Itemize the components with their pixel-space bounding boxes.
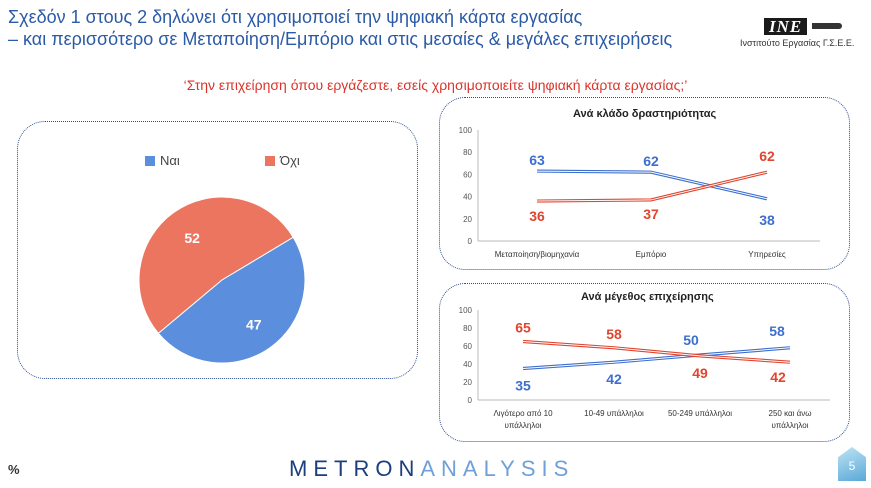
sector-chart-series-highlight-no bbox=[536, 171, 768, 202]
sector-chart-series-line-no bbox=[536, 170, 768, 203]
sector-chart-data-label-yes-2: 38 bbox=[759, 212, 775, 228]
size-chart-data-label-yes-1: 42 bbox=[606, 371, 622, 387]
ine-logo-caption: Ινστιτούτο Εργασίας Γ.Σ.Ε.Ε. bbox=[740, 38, 855, 48]
pie-slice-no bbox=[138, 196, 294, 335]
size-chart-ytick-5: 100 bbox=[459, 306, 473, 315]
sector-chart-category-label-1: Εμπόριο bbox=[636, 250, 667, 259]
size-chart-category-label-2: 50-249 υπάλληλοι bbox=[668, 409, 732, 418]
sector-chart-ytick-4: 80 bbox=[463, 148, 472, 157]
page-number-badge: 5 bbox=[838, 447, 866, 481]
sector-chart-panel bbox=[439, 97, 850, 270]
sector-chart-data-label-no-0: 36 bbox=[529, 208, 545, 224]
page-number: 5 bbox=[848, 459, 856, 473]
brand-part-2: ANALYSIS bbox=[420, 456, 575, 481]
size-chart-data-label-yes-0: 35 bbox=[515, 378, 531, 394]
sector-chart-ytick-2: 40 bbox=[463, 193, 472, 202]
size-chart-ytick-4: 80 bbox=[463, 324, 472, 333]
size-chart-category-label-0-line-1: υπάλληλοι bbox=[505, 421, 542, 430]
size-chart-series-highlight-yes bbox=[522, 347, 791, 369]
ine-logo-mark: INE bbox=[764, 18, 808, 35]
metron-analysis-logo: METRONANALYSIS bbox=[289, 456, 574, 482]
legend-swatch-yes bbox=[145, 155, 155, 166]
legend-item-yes: Ναι bbox=[145, 153, 180, 168]
brand-part-1: METRON bbox=[289, 456, 421, 481]
slide-title: Σχεδόν 1 στους 2 δηλώνει ότι χρησιμοποιε… bbox=[8, 6, 728, 50]
size-chart-data-label-no-1: 58 bbox=[606, 326, 622, 342]
ine-logo: INE Ινστιτούτο Εργασίας Γ.Σ.Ε.Ε. bbox=[740, 18, 858, 52]
size-chart-data-label-yes-3: 58 bbox=[769, 323, 785, 339]
sector-chart-title: Ανά κλάδο δραστηριότητας bbox=[573, 108, 717, 120]
legend-item-no: Όχι bbox=[265, 153, 300, 168]
pie-label-yes: 47 bbox=[246, 317, 262, 333]
survey-question: ‘Στην επιχείρηση όπου εργάζεστε, εσείς χ… bbox=[183, 77, 688, 93]
sector-chart-data-label-yes-0: 63 bbox=[529, 152, 545, 168]
size-chart-ytick-1: 20 bbox=[463, 378, 472, 387]
pie-slice-yes bbox=[157, 236, 306, 364]
size-chart-ytick-2: 40 bbox=[463, 360, 472, 369]
sector-chart-ytick-0: 0 bbox=[468, 237, 473, 246]
slide-title-line-2: – και περισσότερο σε Μεταποίηση/Εμπόριο … bbox=[8, 29, 673, 49]
size-chart-ytick-0: 0 bbox=[468, 396, 473, 405]
sector-chart-series-highlight-yes bbox=[536, 170, 768, 200]
sector-chart-category-label-0: Μεταποίηση/βιομηχανία bbox=[495, 250, 580, 259]
pie-chart-panel bbox=[17, 121, 418, 379]
legend-label-no: Όχι bbox=[280, 153, 300, 168]
pen-icon bbox=[812, 23, 842, 29]
size-chart-title: Ανά μέγεθος επιχείρησης bbox=[581, 291, 714, 303]
size-chart-category-label-3-line-1: υπάλληλοι bbox=[772, 421, 809, 430]
pie-label-no: 52 bbox=[184, 230, 200, 246]
sector-chart-category-label-2: Υπηρεσίες bbox=[748, 250, 786, 259]
sector-chart-data-label-no-1: 37 bbox=[643, 206, 659, 222]
size-chart-series-highlight-no bbox=[522, 341, 791, 363]
legend-swatch-no bbox=[265, 155, 275, 166]
size-chart-data-label-no-3: 42 bbox=[770, 369, 786, 385]
percent-sign: % bbox=[8, 462, 20, 477]
sector-chart-data-label-yes-1: 62 bbox=[643, 153, 659, 169]
slide-title-line-1: Σχεδόν 1 στους 2 δηλώνει ότι χρησιμοποιε… bbox=[8, 7, 583, 27]
size-chart-data-label-yes-2: 50 bbox=[683, 332, 699, 348]
sector-chart-ytick-3: 60 bbox=[463, 170, 472, 179]
sector-chart-ytick-5: 100 bbox=[459, 126, 473, 135]
size-chart-category-label-3-line-0: 250 και άνω bbox=[769, 409, 812, 418]
sector-chart-series-line-yes bbox=[536, 169, 768, 201]
size-chart-data-label-no-2: 49 bbox=[692, 365, 708, 381]
sector-chart-ytick-1: 20 bbox=[463, 215, 472, 224]
size-chart-data-label-no-0: 65 bbox=[515, 320, 531, 336]
sector-chart-data-label-no-2: 62 bbox=[759, 148, 775, 164]
legend-label-yes: Ναι bbox=[160, 153, 180, 168]
size-chart-category-label-1: 10-49 υπάλληλοι bbox=[584, 409, 644, 418]
size-chart-ytick-3: 60 bbox=[463, 342, 472, 351]
size-chart-category-label-0-line-0: Λιγότερο από 10 bbox=[493, 409, 553, 418]
size-chart-panel bbox=[439, 283, 850, 442]
